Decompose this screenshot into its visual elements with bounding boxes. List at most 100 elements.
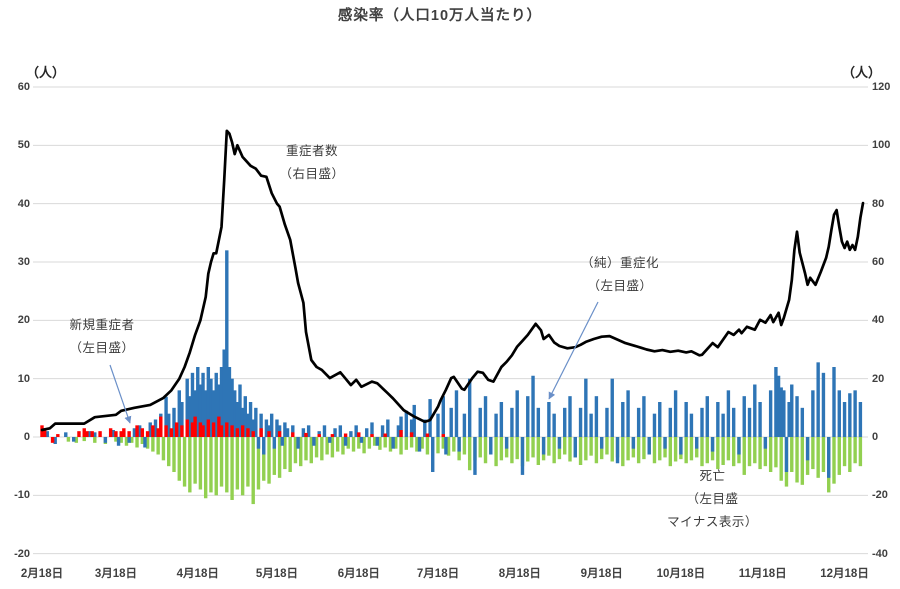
bar (370, 434, 374, 437)
bar (301, 428, 306, 437)
bar (774, 367, 778, 437)
bar (90, 431, 94, 437)
bar (151, 437, 155, 452)
y-axis-right-tick-label: 120 (872, 81, 891, 93)
bar (378, 437, 382, 450)
bar (42, 428, 47, 437)
bar (726, 437, 731, 461)
bar (610, 378, 614, 437)
x-axis-tick-label: 6月18日 (337, 568, 380, 580)
annotation-text: 重症者数 (285, 144, 338, 158)
annotation-text: （左目盛） (69, 341, 135, 355)
bar (156, 437, 160, 455)
bar (415, 437, 419, 452)
bar (573, 437, 577, 458)
bar (230, 437, 234, 500)
bar (262, 437, 266, 481)
bar (180, 425, 184, 437)
bar (222, 349, 226, 437)
bar (119, 431, 123, 437)
bar (230, 378, 234, 437)
bar (391, 437, 395, 449)
bar (832, 437, 836, 484)
bar (658, 437, 662, 461)
bar (328, 437, 332, 443)
bar (275, 419, 279, 437)
bar (143, 437, 147, 448)
annotation-arrow-new-severe (109, 364, 132, 424)
bar (449, 407, 453, 437)
bar (164, 425, 168, 437)
bar (357, 432, 361, 437)
bar (227, 367, 232, 437)
bar (267, 437, 271, 484)
bar (404, 437, 409, 450)
bar (589, 413, 593, 437)
bar (341, 437, 345, 455)
bar (256, 437, 261, 490)
bar (238, 384, 242, 437)
bar (409, 432, 414, 437)
bar (782, 390, 786, 437)
bar (50, 437, 55, 443)
bar (563, 407, 567, 437)
x-axis-tick-label: 2月18日 (20, 568, 64, 580)
bar (515, 437, 519, 460)
bar (716, 402, 720, 437)
bar (837, 437, 841, 475)
bar (240, 407, 245, 437)
left-axis-unit-label: （人） (26, 65, 66, 80)
bar (753, 384, 757, 437)
bar (673, 437, 678, 462)
bar (235, 437, 240, 490)
bar (325, 437, 329, 455)
bar (552, 437, 556, 464)
bar (190, 422, 195, 437)
bar (578, 407, 583, 437)
bar (821, 372, 826, 437)
bar (314, 437, 319, 458)
bar (388, 437, 393, 452)
annotation-text: （左目盛 (686, 492, 739, 506)
bar (312, 437, 316, 446)
bar (206, 367, 211, 437)
bar (264, 419, 269, 437)
bar (716, 437, 720, 470)
bar (322, 425, 327, 437)
annotation-text: 死亡 (699, 469, 726, 483)
bar (135, 425, 139, 437)
right-axis-unit-label: （人） (842, 65, 882, 80)
bar (478, 407, 482, 437)
bar (483, 396, 488, 437)
bar (526, 437, 530, 462)
bar (636, 437, 641, 464)
severe-line-path (40, 129, 865, 432)
bar (103, 437, 108, 443)
bar (148, 422, 152, 437)
bar (499, 437, 504, 461)
bar (317, 434, 321, 437)
bar (145, 431, 150, 437)
bar (489, 437, 493, 455)
bar (365, 428, 369, 437)
bar (177, 437, 181, 481)
bar (858, 402, 863, 437)
bar (269, 413, 274, 437)
annotation-text: （純）重症化 (580, 256, 659, 270)
bar (188, 437, 192, 493)
bar (431, 437, 435, 472)
bar (151, 425, 155, 437)
bar (652, 413, 657, 437)
bar (478, 437, 482, 458)
bar (399, 430, 403, 437)
y-axis-left-tick-label: 30 (17, 256, 30, 268)
bar (267, 431, 271, 437)
bar (425, 433, 430, 437)
annotation-text: 新規重症者 (69, 318, 135, 332)
bar (243, 396, 247, 437)
bar (386, 419, 390, 437)
bar (335, 437, 340, 452)
x-axis-tick-label: 7月18日 (416, 568, 460, 580)
bar (357, 437, 361, 449)
bar (203, 437, 208, 499)
